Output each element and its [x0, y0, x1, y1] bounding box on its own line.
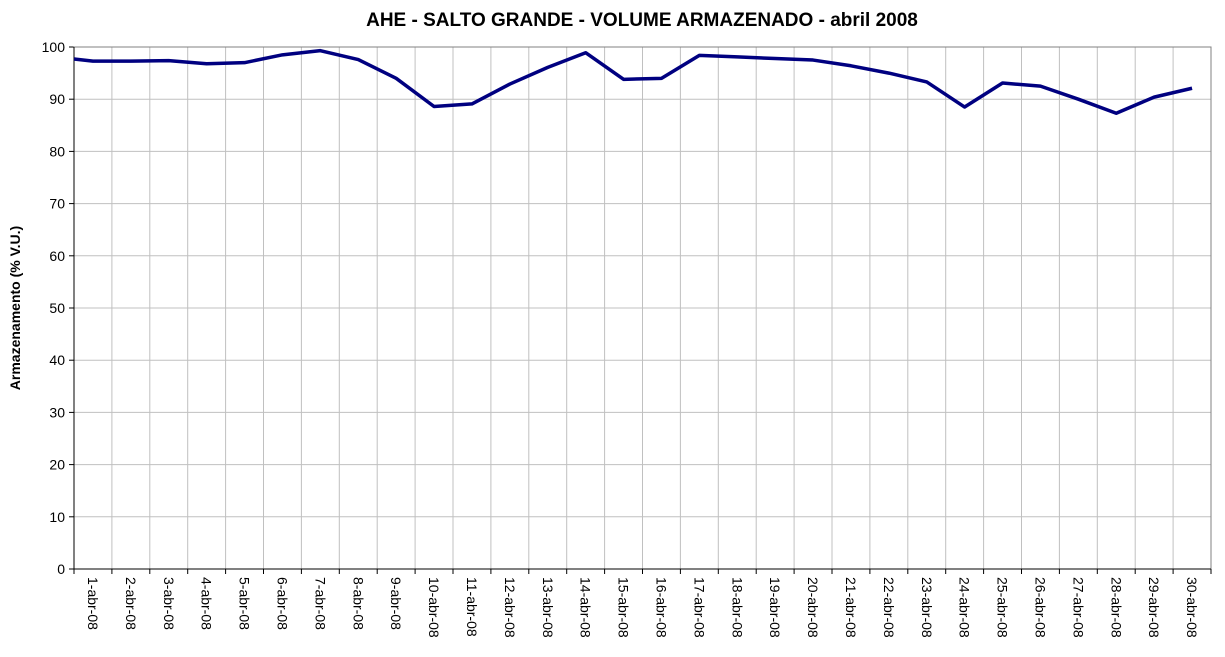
x-tick-label: 6-abr-08: [274, 577, 290, 630]
x-tick-label: 26-abr-08: [1032, 577, 1048, 638]
y-tick-label: 20: [49, 457, 65, 473]
x-tick-label: 15-abr-08: [616, 577, 632, 638]
x-tick-label: 30-abr-08: [1184, 577, 1200, 638]
x-tick-label: 9-abr-08: [388, 577, 404, 630]
y-tick-label: 10: [49, 509, 65, 525]
x-tick-label: 1-abr-08: [85, 577, 101, 630]
x-tick-label: 11-abr-08: [464, 577, 480, 637]
x-tick-label: 13-abr-08: [540, 577, 556, 638]
x-tick-label: 8-abr-08: [350, 577, 366, 630]
x-tick-label: 20-abr-08: [805, 577, 821, 638]
x-tick-label: 23-abr-08: [919, 577, 935, 638]
x-tick-label: 5-abr-08: [237, 577, 253, 630]
x-tick-label: 3-abr-08: [161, 577, 177, 630]
x-tick-label: 12-abr-08: [502, 577, 518, 638]
x-tick-label: 16-abr-08: [653, 577, 669, 638]
y-tick-label: 70: [49, 196, 65, 212]
y-tick-label: 90: [49, 91, 65, 107]
x-tick-label: 18-abr-08: [729, 577, 745, 638]
x-tick-label: 19-abr-08: [767, 577, 783, 638]
y-axis-label: Armazenamento (% V.U.): [7, 226, 23, 390]
x-tick-label: 24-abr-08: [957, 577, 973, 638]
x-tick-label: 2-abr-08: [123, 577, 139, 630]
chart-title: AHE - SALTO GRANDE - VOLUME ARMAZENADO -…: [366, 10, 918, 31]
x-tick-label: 28-abr-08: [1108, 577, 1124, 638]
data-line: [73, 48, 1193, 116]
x-tick-label: 14-abr-08: [578, 577, 594, 638]
y-tick-label: 50: [49, 300, 65, 316]
x-tick-label: 29-abr-08: [1146, 577, 1162, 638]
x-tick-label: 25-abr-08: [995, 577, 1011, 638]
y-tick-label: 30: [49, 404, 65, 420]
y-tick-label: 40: [49, 352, 65, 368]
x-tick-label: 17-abr-08: [691, 577, 707, 638]
x-tick-label: 4-abr-08: [199, 577, 215, 630]
y-tick-label: 0: [57, 561, 65, 577]
x-tick-label: 10-abr-08: [426, 577, 442, 638]
x-tick-label: 27-abr-08: [1070, 577, 1086, 638]
x-tick-label: 7-abr-08: [312, 577, 328, 630]
y-tick-label: 60: [49, 248, 65, 264]
y-tick-label: 80: [49, 143, 65, 159]
x-tick-label: 22-abr-08: [881, 577, 897, 638]
y-tick-label: 100: [42, 39, 66, 55]
x-tick-label: 21-abr-08: [843, 577, 859, 638]
